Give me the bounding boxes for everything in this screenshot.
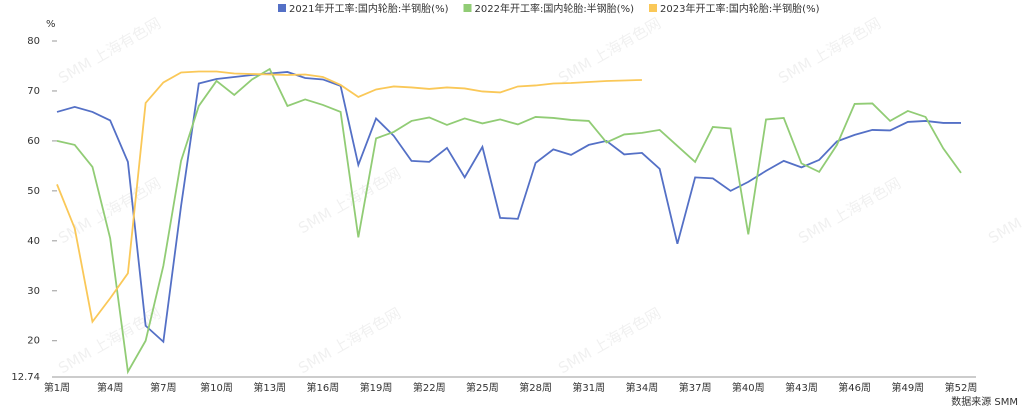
legend-label: 2021年开工率:国内轮胎:半钢胎(%) <box>289 2 449 15</box>
watermark: SMM 上海有色网 <box>555 304 664 377</box>
x-tick-label: 第22周 <box>413 381 446 394</box>
x-tick-label: 第19周 <box>360 381 393 394</box>
y-tick-label: 60 <box>27 136 40 147</box>
x-tick-label: 第37周 <box>679 381 712 394</box>
series-line <box>56 67 962 375</box>
x-tick-label: 第31周 <box>572 381 605 394</box>
x-tick-label: 第40周 <box>732 381 765 394</box>
y-tick-label: 50 <box>27 186 40 197</box>
y-tick-label: 20 <box>27 336 40 347</box>
x-tick-label: 第4周 <box>97 381 123 394</box>
y-tick-label: 70 <box>27 86 40 97</box>
y-tick-label: 12.74 <box>11 372 40 383</box>
legend-label: 2023年开工率:国内轮胎:半钢胎(%) <box>660 2 820 15</box>
x-tick-label: 第1周 <box>44 381 70 394</box>
x-tick-label: 第49周 <box>891 381 924 394</box>
legend-label: 2022年开工率:国内轮胎:半钢胎(%) <box>475 2 635 15</box>
x-tick-label: 第28周 <box>519 381 552 394</box>
series-line <box>56 71 961 344</box>
watermark: SMM 上海有色网 <box>55 304 164 377</box>
x-tick-label: 第16周 <box>307 381 340 394</box>
y-tick-label: 30 <box>27 286 40 297</box>
x-tick-label: 第25周 <box>466 381 499 394</box>
x-tick-label: 第13周 <box>253 381 286 394</box>
watermark: SMM 上海有色网 <box>55 14 164 87</box>
unit-label: % <box>46 19 56 30</box>
x-tick-label: 第34周 <box>626 381 659 394</box>
watermark: SMM 上海有色网 <box>775 14 884 87</box>
y-tick-label: 80 <box>27 36 40 47</box>
watermark: SMM 上海有色网 <box>985 174 1024 247</box>
series-line <box>56 70 642 324</box>
x-tick-label: 第7周 <box>150 381 176 394</box>
y-tick-label: 40 <box>27 236 40 247</box>
watermark: SMM 上海有色网 <box>295 304 404 377</box>
legend-swatch <box>278 4 286 12</box>
x-tick-label: 第10周 <box>200 381 233 394</box>
x-tick-label: 第52周 <box>945 381 978 394</box>
watermark: SMM 上海有色网 <box>555 14 664 87</box>
watermark: SMM 上海有色网 <box>795 174 904 247</box>
x-tick-label: 第46周 <box>838 381 871 394</box>
legend-swatch <box>463 4 472 12</box>
x-tick-label: 第43周 <box>785 381 818 394</box>
source: 数据来源 SMM <box>951 395 1018 408</box>
legend-swatch <box>649 4 657 12</box>
